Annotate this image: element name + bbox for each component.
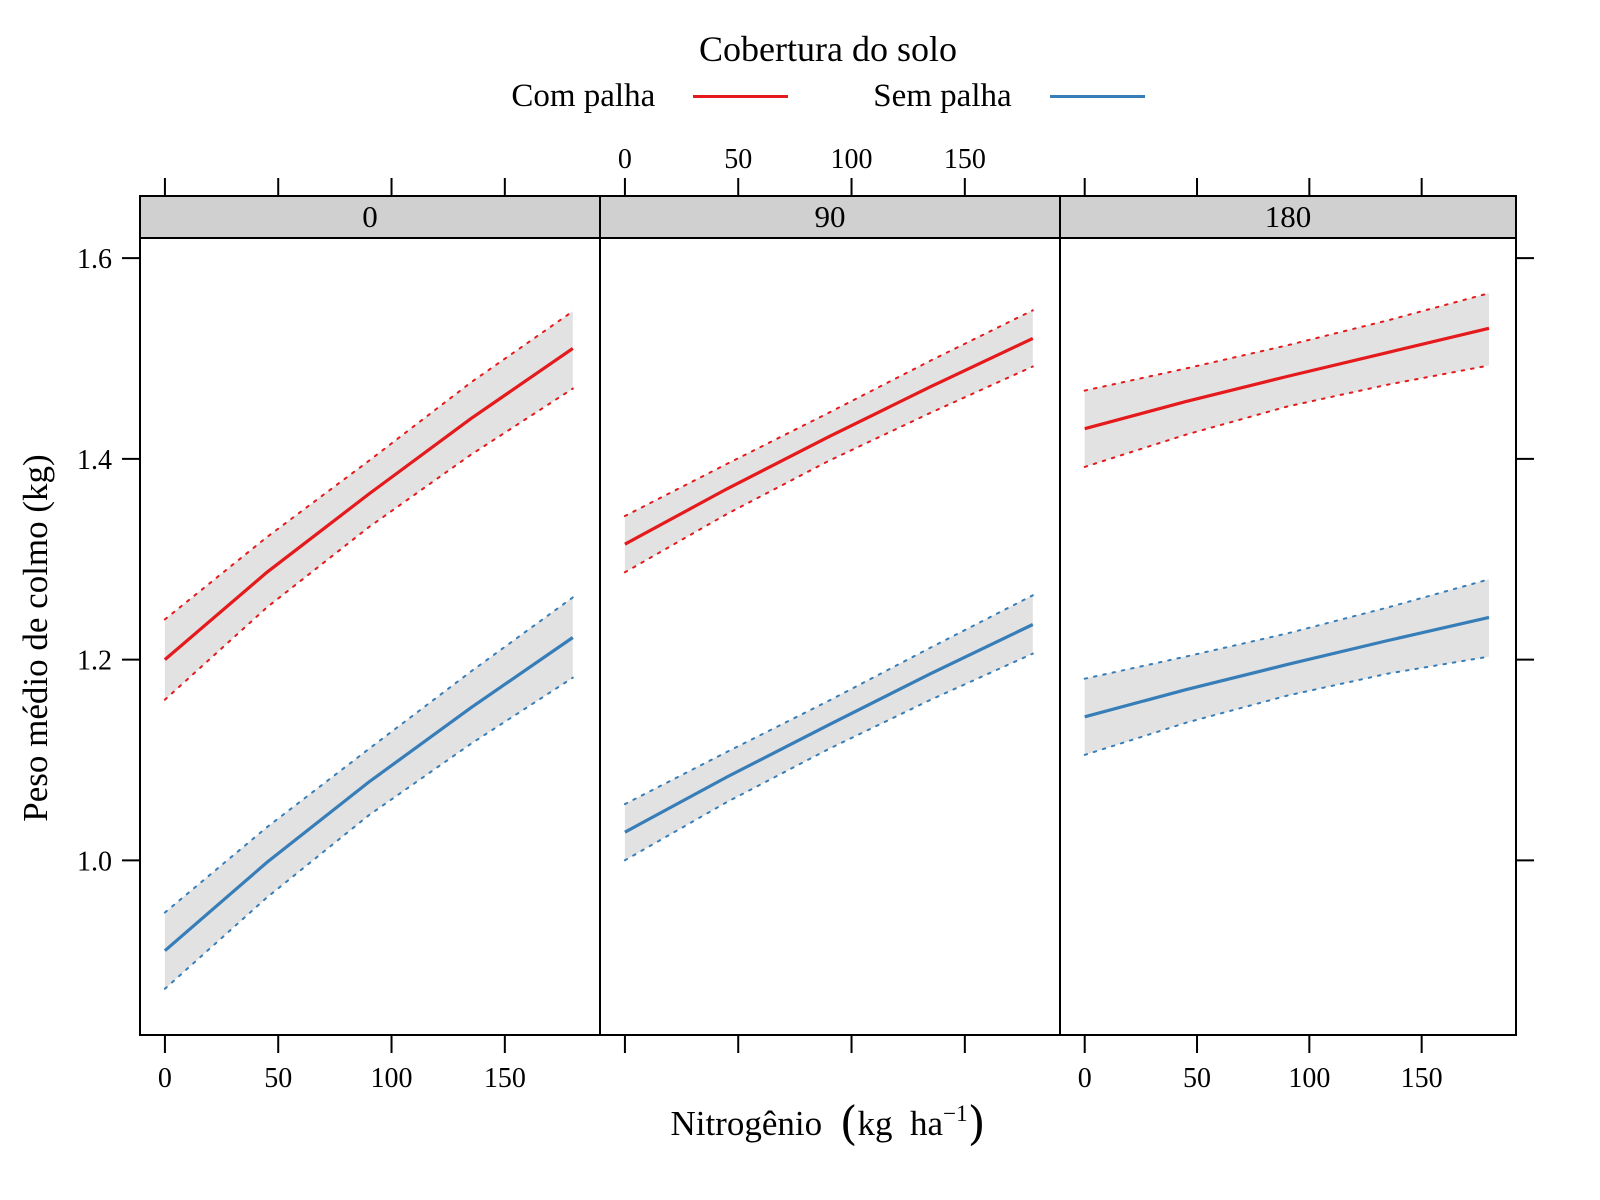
x-tick-label-bottom: 150 <box>1401 1063 1443 1094</box>
panel-strip <box>599 195 1061 239</box>
x-tick-label-bottom: 100 <box>371 1063 413 1094</box>
ci-edge-upper <box>163 310 574 621</box>
series-line-sem-palha <box>163 636 574 952</box>
y-tick-label: 1.4 <box>77 445 112 476</box>
ci-edge-lower <box>1083 655 1490 756</box>
y-tick-label: 1.6 <box>77 244 112 275</box>
ci-edge-upper <box>1083 292 1490 392</box>
ci-edge-lower <box>623 365 1034 574</box>
strip-label: 90 <box>815 199 846 234</box>
panel-strip <box>139 195 601 239</box>
x-tick-label-bottom: 150 <box>484 1063 526 1094</box>
ci-edge-upper <box>163 596 574 914</box>
legend-line-sample-sem-palha <box>1049 95 1145 98</box>
x-tick-label-bottom: 50 <box>1183 1063 1211 1094</box>
ci-band-com-palha <box>1084 293 1489 467</box>
legend-item-sem-palha: Sem palha <box>873 78 1145 115</box>
series-line-com-palha <box>624 336 1034 546</box>
x-tick-label-bottom: 0 <box>1078 1063 1092 1094</box>
series-line-sem-palha <box>1084 615 1490 719</box>
ci-edge-lower <box>163 387 574 701</box>
ci-edge-lower <box>163 676 574 990</box>
ci-edge-lower <box>623 652 1034 862</box>
ci-band-sem-palha <box>1084 579 1489 755</box>
x-tick-label-top: 150 <box>944 144 986 175</box>
x-axis-title-text: Nitrogênio <box>670 1104 823 1143</box>
legend: Cobertura do solo Com palha Sem palha <box>140 28 1516 115</box>
y-tick-label: 1.0 <box>77 846 112 877</box>
legend-title: Cobertura do solo <box>699 29 957 69</box>
series-line-com-palha <box>163 347 574 661</box>
ci-band-sem-palha <box>164 597 573 989</box>
x-axis-title: Nitrogênio (kg ha−1) <box>140 1096 1516 1150</box>
panel-strip <box>1059 195 1517 239</box>
series-line-com-palha <box>1084 326 1490 431</box>
ci-band-com-palha <box>624 310 1033 573</box>
series-line-sem-palha <box>624 623 1034 834</box>
legend-row: Com palha Sem palha <box>140 78 1516 115</box>
x-tick-label-bottom: 100 <box>1288 1063 1330 1094</box>
ci-edge-upper <box>1083 578 1490 680</box>
x-tick-label-top: 100 <box>831 144 873 175</box>
x-tick-label-bottom: 0 <box>158 1063 172 1094</box>
x-tick-label-bottom: 50 <box>264 1063 292 1094</box>
x-axis-unit-close-paren: ) <box>967 1096 986 1150</box>
strip-label: 180 <box>1265 199 1312 234</box>
x-axis-unit-open-paren: ( <box>839 1096 858 1150</box>
x-axis-unit: kg ha <box>857 1104 944 1143</box>
legend-label-sem-palha: Sem palha <box>873 78 1012 114</box>
ci-edge-upper <box>623 594 1034 806</box>
x-tick-label-top: 0 <box>618 144 632 175</box>
strip-label: 0 <box>362 199 378 234</box>
y-axis-title: Peso médio de colmo (kg) <box>16 454 55 822</box>
x-tick-label-top: 50 <box>724 144 752 175</box>
legend-item-com-palha: Com palha <box>511 78 789 115</box>
y-tick-label: 1.2 <box>77 646 112 677</box>
legend-label-com-palha: Com palha <box>511 78 656 114</box>
legend-line-sample-com-palha <box>693 95 789 98</box>
ci-edge-lower <box>1083 364 1490 468</box>
ci-band-com-palha <box>164 311 573 700</box>
x-axis-unit-exponent: −1 <box>943 1101 968 1126</box>
ci-band-sem-palha <box>624 595 1033 861</box>
ci-edge-upper <box>623 309 1034 517</box>
